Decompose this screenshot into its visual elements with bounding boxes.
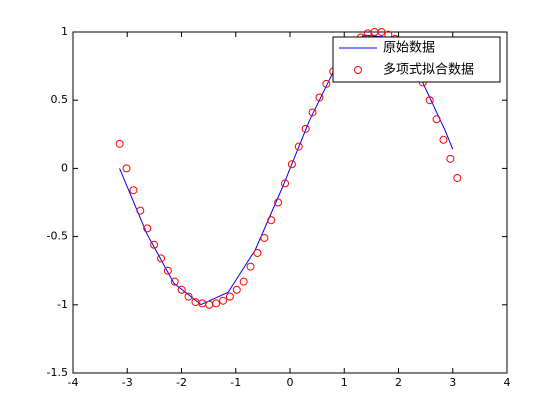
marker bbox=[432, 115, 441, 124]
marker bbox=[239, 277, 248, 286]
marker bbox=[219, 296, 228, 305]
legend-label: 原始数据 bbox=[383, 41, 435, 56]
marker bbox=[308, 108, 317, 117]
y-tick-label: -1.5 bbox=[47, 366, 68, 379]
x-tick-label: -4 bbox=[68, 376, 79, 389]
marker bbox=[322, 79, 331, 88]
legend-marker bbox=[354, 66, 362, 74]
legend-label: 多项式拟合数据 bbox=[383, 62, 474, 78]
marker bbox=[274, 198, 283, 207]
marker bbox=[260, 233, 269, 242]
marker bbox=[150, 240, 159, 249]
marker bbox=[163, 266, 172, 275]
marker bbox=[156, 254, 165, 263]
marker bbox=[425, 96, 434, 105]
y-tick-label: -0.5 bbox=[47, 230, 68, 243]
y-tick-label: 0.5 bbox=[51, 93, 69, 106]
x-tick-label: 2 bbox=[395, 376, 402, 389]
marker bbox=[136, 206, 145, 215]
marker bbox=[439, 135, 448, 144]
marker bbox=[225, 292, 234, 301]
marker bbox=[294, 142, 303, 151]
marker bbox=[170, 277, 179, 286]
x-tick-label: 3 bbox=[449, 376, 456, 389]
x-tick-label: -2 bbox=[176, 376, 187, 389]
marker bbox=[453, 173, 462, 182]
y-tick-label: 0 bbox=[61, 161, 68, 174]
marker bbox=[232, 285, 241, 294]
y-tick-label: 1 bbox=[61, 25, 68, 38]
marker bbox=[143, 224, 152, 233]
marker bbox=[287, 160, 296, 169]
marker bbox=[246, 262, 255, 271]
marker bbox=[253, 248, 262, 257]
x-tick-label: -1 bbox=[230, 376, 241, 389]
plot-area bbox=[72, 31, 508, 374]
x-tick-label: 1 bbox=[341, 376, 348, 389]
marker bbox=[129, 186, 138, 195]
marker bbox=[377, 28, 386, 36]
y-tick-label: -1 bbox=[57, 298, 68, 311]
marker bbox=[301, 124, 310, 133]
marker bbox=[184, 292, 193, 301]
marker bbox=[446, 154, 455, 163]
marker bbox=[281, 179, 290, 188]
x-tick-label: -3 bbox=[122, 376, 133, 389]
marker bbox=[212, 299, 221, 308]
marker bbox=[177, 285, 186, 294]
marker bbox=[122, 164, 131, 173]
marker bbox=[267, 216, 276, 225]
legend-box bbox=[332, 36, 501, 83]
x-tick-label: 4 bbox=[504, 376, 511, 389]
marker bbox=[315, 93, 324, 102]
marker bbox=[115, 139, 124, 148]
x-tick-label: 0 bbox=[287, 376, 294, 389]
